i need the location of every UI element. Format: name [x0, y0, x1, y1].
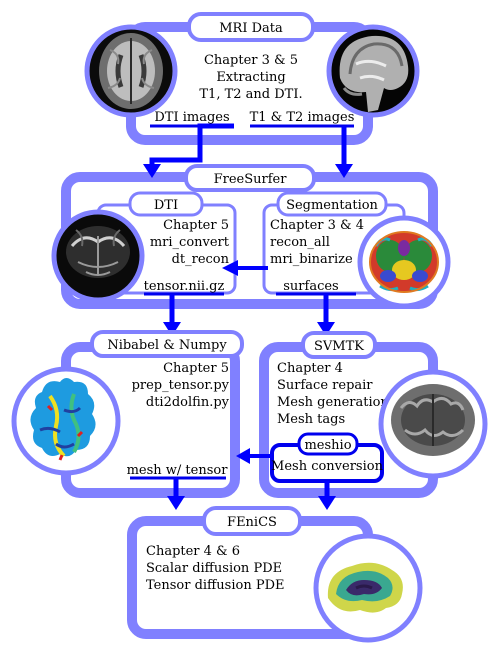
- dti-line-3: dt_recon: [172, 252, 230, 267]
- segmentation-title-box: [276, 191, 388, 217]
- svmtk-title: SVMTK: [314, 339, 364, 354]
- svmtk-line-3: Mesh generation: [277, 395, 389, 410]
- svmtk-line-1: Chapter 4: [277, 361, 343, 376]
- svmtk-line-2: Surface repair: [277, 378, 373, 393]
- nibabel-numpy-panel: Nibabel & Numpy Chapter 5 prep_tensor.py…: [11, 330, 244, 498]
- dti-title-box: [128, 191, 204, 217]
- fenics-title: FEniCS: [227, 515, 277, 530]
- freesurfer-to-next-arrows: [163, 294, 335, 336]
- mri-data-line-3: T1, T2 and DTI.: [199, 87, 302, 102]
- nibabel-line-2: prep_tensor.py: [132, 378, 230, 393]
- mri-data-line-1: Chapter 3 & 5: [204, 53, 298, 68]
- mri-to-freesurfer-arrows: [143, 123, 353, 178]
- svmtk-title-box: [301, 331, 377, 359]
- fenics-panel: FEniCS Chapter 4 & 6 Scalar diffusion PD…: [127, 506, 423, 643]
- segmentation-brain-image: [357, 215, 451, 309]
- segmentation-title: Segmentation: [286, 198, 378, 213]
- fenics-title-box: [202, 506, 302, 536]
- freesurfer-title-box: [184, 164, 316, 192]
- mri-data-panel: MRI Data Chapter 3 & 5 Extracting T1, T2…: [84, 12, 420, 145]
- mesh-w-tensor-label: mesh w/ tensor: [127, 463, 229, 478]
- fenics-line-2: Scalar diffusion PDE: [146, 561, 282, 576]
- meshio-title: meshio: [304, 438, 351, 453]
- mri-data-line-2: Extracting: [216, 70, 285, 85]
- dti-line-1: Chapter 5: [163, 218, 229, 233]
- segmentation-to-dti-arrowhead: [222, 260, 238, 276]
- mri-data-title: MRI Data: [219, 21, 283, 36]
- dti-fa-brain-image: [51, 209, 145, 303]
- tensor-mesh-brain-image: [11, 366, 121, 476]
- to-fenics-arrows: [167, 478, 336, 510]
- dti-title: DTI: [154, 198, 178, 213]
- segmentation-line-3: mri_binarize: [270, 252, 353, 267]
- nibabel-line-3: dti2dolfin.py: [146, 395, 230, 410]
- t1t2-images-label: T1 & T2 images: [250, 110, 355, 125]
- freesurfer-title: FreeSurfer: [214, 172, 288, 187]
- svmtk-mesh-brain-image: [378, 369, 488, 479]
- sagittal-t1-brain-image: [326, 24, 420, 118]
- surfaces-label: surfaces: [283, 279, 338, 294]
- fenics-line-1: Chapter 4 & 6: [146, 544, 240, 559]
- meshio-text: Mesh conversion: [271, 459, 384, 474]
- freesurfer-panel: FreeSurfer DTI Chapter 5 mri_convert dt_…: [51, 164, 451, 309]
- tensor-nii-label: tensor.nii.gz: [144, 279, 225, 294]
- mri-data-title-box: [187, 12, 315, 42]
- fenics-line-3: Tensor diffusion PDE: [146, 578, 284, 593]
- segmentation-line-1: Chapter 3 & 4: [270, 218, 364, 233]
- meshio-title-box: [297, 432, 359, 456]
- nibabel-title: Nibabel & Numpy: [107, 338, 227, 353]
- dti-images-label: DTI images: [154, 110, 229, 125]
- dti-line-2: mri_convert: [150, 235, 230, 250]
- svmtk-line-4: Mesh tags: [277, 412, 345, 427]
- nibabel-title-box: [90, 330, 244, 358]
- segmentation-line-2: recon_all: [270, 235, 330, 250]
- nibabel-line-1: Chapter 5: [163, 361, 229, 376]
- axial-t1-brain-image: [84, 24, 178, 118]
- svmtk-panel: SVMTK Chapter 4 Surface repair Mesh gene…: [259, 331, 488, 498]
- diffusion-result-brain-image: [313, 533, 423, 643]
- meshio-to-nibabel-arrowhead: [236, 448, 250, 464]
